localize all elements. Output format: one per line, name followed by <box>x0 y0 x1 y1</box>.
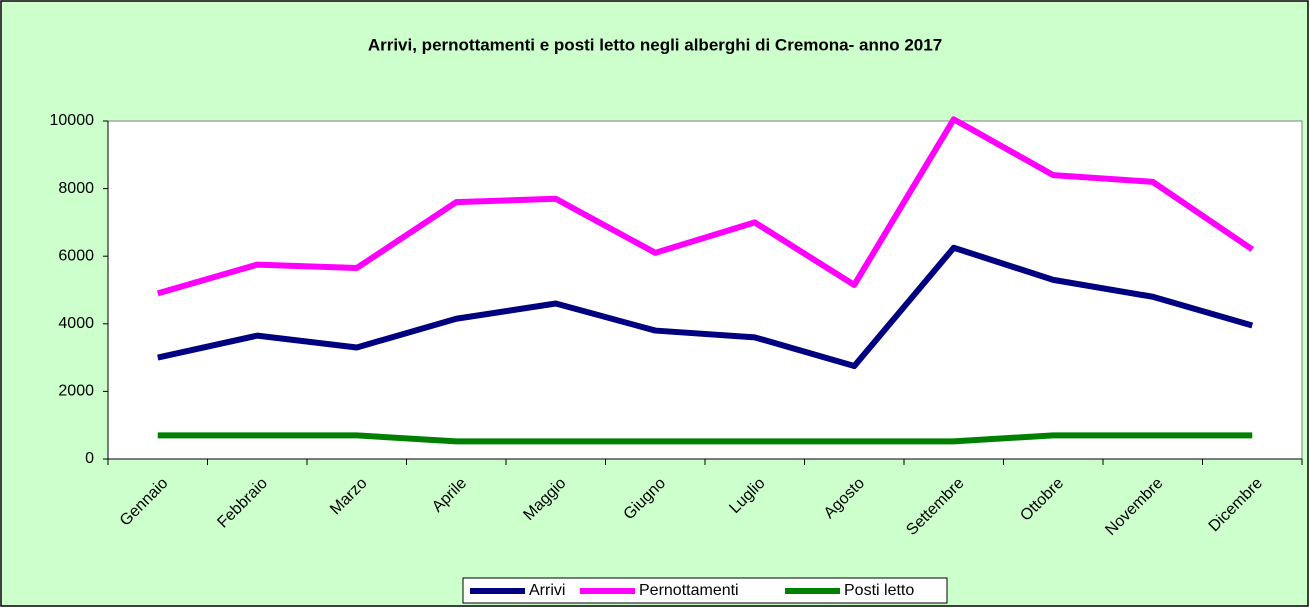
y-tick-label: 4000 <box>58 315 94 332</box>
y-tick-label: 6000 <box>58 247 94 264</box>
series-line <box>157 432 1253 445</box>
legend-label: Posti letto <box>844 582 914 599</box>
chart-title: Arrivi, pernottamenti e posti letto negl… <box>368 35 942 54</box>
series-line <box>156 116 1254 297</box>
legend <box>462 577 948 604</box>
series-line <box>157 244 1254 370</box>
y-tick-label: 0 <box>85 450 94 467</box>
y-tick-label: 10000 <box>50 112 95 129</box>
legend-label: Arrivi <box>529 582 565 599</box>
y-tick-label: 8000 <box>58 180 94 197</box>
legend-label: Pernottamenti <box>639 582 739 599</box>
y-tick-label: 2000 <box>58 383 94 400</box>
